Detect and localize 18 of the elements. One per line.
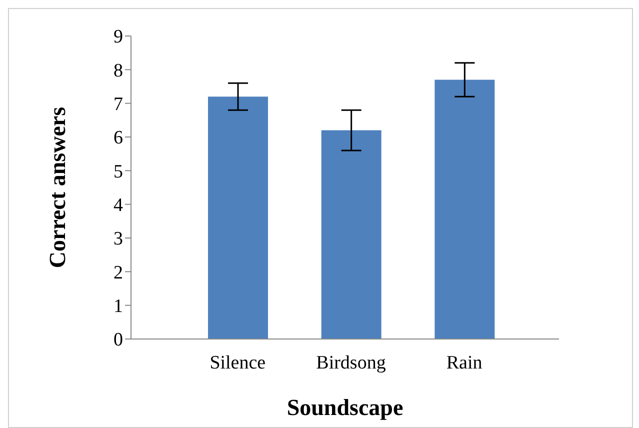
y-tick-label: 8	[114, 60, 123, 82]
y-tick-label: 4	[114, 195, 124, 216]
bar	[321, 130, 382, 339]
y-tick-label: 1	[114, 296, 123, 318]
bar	[208, 96, 268, 339]
y-tick-label: 5	[114, 161, 123, 182]
x-tick-label: Rain	[446, 352, 483, 374]
y-tick-label: 2	[114, 262, 123, 284]
x-axis-title: Soundscape	[286, 395, 404, 420]
bar	[434, 80, 495, 339]
x-tick-label: Silence	[210, 352, 266, 374]
y-tick-label: 3	[114, 228, 123, 250]
y-tick-label: 0	[114, 330, 123, 351]
x-tick-label: Birdsong	[316, 352, 386, 374]
y-tick-label: 6	[114, 128, 123, 149]
y-tick-label: 7	[114, 94, 123, 116]
y-axis-title: Correct answers	[45, 106, 70, 268]
y-tick-label: 9	[114, 26, 123, 48]
